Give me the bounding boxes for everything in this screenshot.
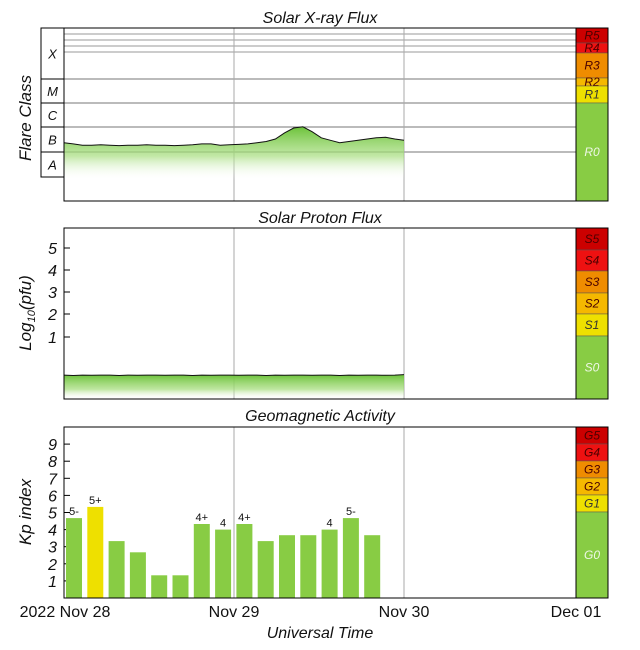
x-tick-label: Nov 29 (209, 604, 260, 621)
proton-ytick-label: 4 (48, 263, 57, 280)
geomag-ylabel: Kp index (16, 478, 35, 545)
kp-ytick-label: 3 (48, 540, 57, 557)
flare-class-label: C (48, 108, 58, 123)
kp-bar-label: 5- (346, 506, 356, 518)
kp-bar (129, 552, 146, 598)
geomag-scale-label-g5: G5 (584, 429, 600, 443)
kp-bar (342, 518, 359, 598)
kp-ytick-label: 1 (48, 574, 57, 591)
kp-bar (151, 575, 168, 598)
solar-radiation-scale-label-s2: S2 (585, 297, 600, 311)
kp-ytick-label: 2 (47, 557, 57, 574)
proton-ytick-label: 1 (48, 330, 57, 347)
radio-scale-border (575, 27, 609, 202)
kp-bar (87, 506, 104, 598)
flare-class-label: A (47, 158, 57, 173)
kp-ytick-label: 4 (48, 523, 57, 540)
proton-ylabel: Log10(pfu) (16, 275, 38, 351)
flare-class-label: B (48, 133, 57, 148)
kp-bar (193, 524, 210, 598)
solar-radiation-scale-label-s4: S4 (585, 254, 600, 268)
xray-title: Solar X-ray Flux (263, 10, 379, 27)
geomag-scale-label-g1: G1 (584, 497, 600, 511)
kp-ytick-label: 6 (48, 488, 57, 505)
kp-bar (66, 518, 82, 598)
proton-ytick-label: 3 (48, 285, 57, 302)
geomag-title: Geomagnetic Activity (245, 408, 396, 425)
xray-flux-line (63, 126, 405, 147)
proton-ytick-label: 5 (48, 241, 57, 258)
radio-scale-label-r3: R3 (584, 59, 600, 73)
radio-scale-label-r2: R2 (584, 75, 600, 89)
xray-ylabel: Flare Class (16, 75, 35, 161)
geomag-scale-label-g3: G3 (584, 463, 600, 477)
flare-class-label: X (47, 47, 58, 62)
solar-radiation-scale-border (575, 227, 609, 400)
kp-bar (172, 575, 189, 598)
kp-bar (364, 535, 381, 598)
x-tick-label: 2022 Nov 28 (20, 604, 111, 621)
flare-class-label: M (47, 84, 58, 99)
x-axis-title: Universal Time (267, 625, 374, 642)
geomag-plot-bg (64, 427, 576, 598)
geomag-scale-border (575, 426, 609, 599)
kp-bar-label: 4+ (196, 512, 209, 524)
kp-ytick-label: 5 (48, 506, 57, 523)
proton-panel: 5 4 3 2 1 S5 S4 S3 S2 S1 S0 (47, 227, 609, 400)
x-tick-label: Nov 30 (379, 604, 430, 621)
kp-bar (321, 529, 338, 598)
proton-flux-line (63, 374, 405, 377)
kp-ytick-label: 8 (48, 454, 57, 471)
kp-bar (236, 524, 253, 598)
solar-radiation-scale-label-s0: S0 (585, 361, 600, 375)
proton-title: Solar Proton Flux (258, 210, 383, 227)
geomag-scale-label-g0: G0 (584, 548, 600, 562)
kp-bar (300, 535, 317, 598)
xray-flux-area (64, 126, 404, 180)
proton-plot-bg (64, 228, 576, 399)
kp-bar (279, 535, 295, 598)
radio-scale-label-r5: R5 (584, 29, 600, 43)
x-axis-labels: 2022 Nov 28 Nov 29 Nov 30 Dec 01 (20, 604, 602, 621)
solar-radiation-scale-box-s0 (575, 335, 609, 400)
solar-radiation-scale-label-s5: S5 (585, 232, 600, 246)
proton-flux-area (64, 374, 404, 399)
kp-bar-label: 4 (220, 518, 226, 530)
radio-scale-label-r4: R4 (584, 41, 600, 55)
kp-ytick-label: 9 (48, 437, 57, 454)
kp-bar-label: 5+ (89, 495, 102, 507)
kp-ytick-label: 7 (48, 471, 58, 488)
solar-radiation-scale-label-s1: S1 (585, 318, 600, 332)
kp-bar-label: 5- (69, 506, 79, 518)
solar-radiation-scale-label-s3: S3 (585, 275, 600, 289)
kp-bar-label: 4 (327, 518, 333, 530)
radio-scale-label-r0: R0 (584, 145, 600, 159)
radio-scale-box-r0 (575, 102, 609, 202)
geomag-scale-label-g2: G2 (584, 480, 600, 494)
kp-bar (257, 541, 274, 598)
geomag-scale-box-g0 (575, 511, 609, 599)
kp-bar-label: 4+ (238, 512, 251, 524)
kp-bar (108, 541, 125, 598)
kp-bar (215, 529, 232, 598)
proton-ytick-label: 2 (47, 307, 57, 324)
geomag-scale-label-g4: G4 (584, 446, 600, 460)
radio-scale-label-r1: R1 (584, 88, 599, 102)
x-tick-label: Dec 01 (551, 604, 602, 621)
